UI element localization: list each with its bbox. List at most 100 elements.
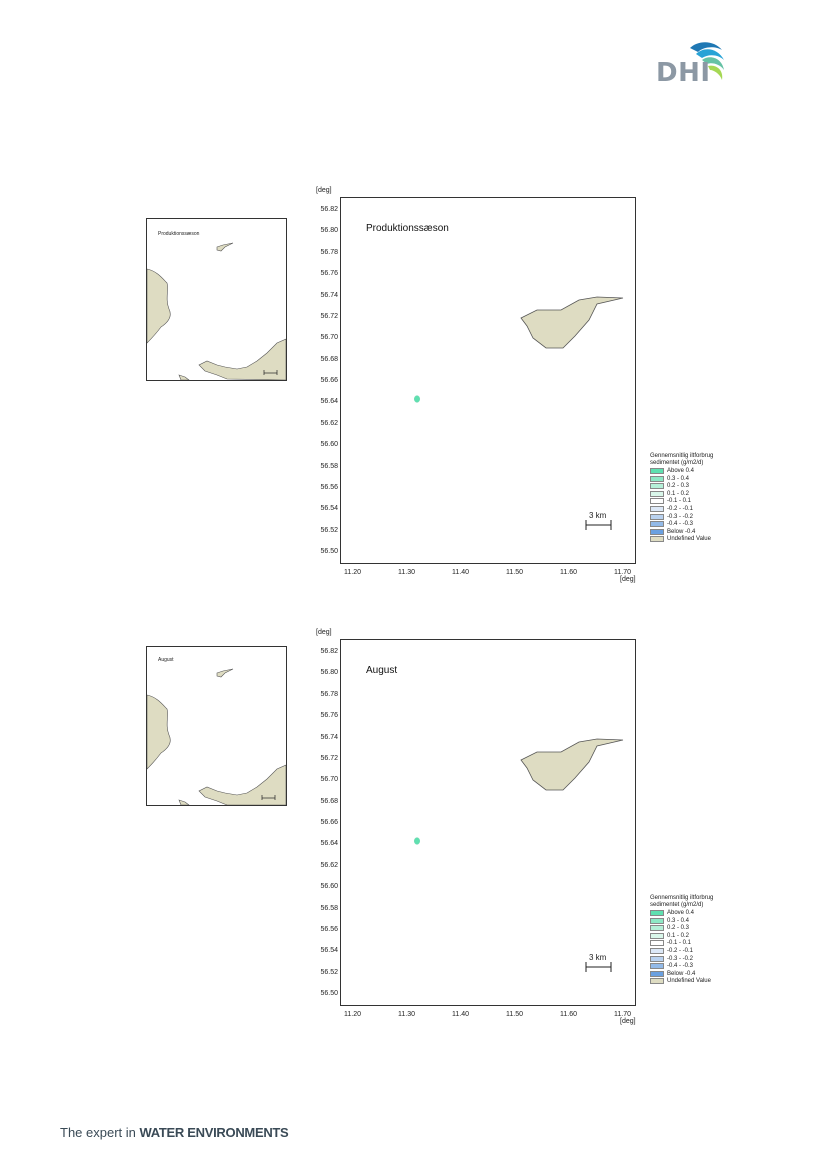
scale-bar-label: 3 km — [589, 953, 607, 962]
x-axis-unit: [deg] — [620, 1018, 636, 1025]
inset-coastline — [147, 668, 286, 805]
legend-label: -0.4 - -0.3 — [667, 963, 694, 970]
y-tick-label: 56.76 — [320, 712, 338, 720]
y-tick-label: 56.66 — [320, 819, 338, 826]
x-axis-ticks: 11.20 11.30 11.40 11.50 11.60 11.70 — [340, 1011, 636, 1021]
legend-swatch — [650, 910, 664, 916]
footer-tagline: The expert in WATER ENVIRONMENTS — [60, 1125, 289, 1140]
legend-swatch — [650, 925, 664, 932]
legend-label: -0.1 - 0.1 — [667, 940, 692, 947]
y-tick-label: 56.50 — [320, 548, 338, 555]
legend-label: Below -0.4 — [667, 528, 696, 535]
y-axis-ticks: 56.82 56.80 56.78 56.76 56.74 56.72 56.70 56.68… — [312, 206, 338, 556]
legend-swatch — [650, 468, 664, 474]
map-title: August — [366, 665, 398, 676]
logo-text: DHI — [656, 58, 711, 88]
y-tick-label: 56.72 — [320, 312, 338, 320]
x-axis-unit: [deg] — [620, 576, 636, 583]
y-tick-label: 56.56 — [320, 483, 338, 491]
inset-map-2: August — [146, 646, 287, 806]
inset-map-1: Produktionssæson — [146, 218, 287, 381]
y-tick-label: 56.72 — [320, 754, 338, 762]
y-tick-label: 56.70 — [320, 776, 338, 784]
legend-label: -0.4 - -0.3 — [667, 521, 694, 528]
legend-swatch — [650, 917, 664, 924]
legend-swatch — [650, 498, 664, 505]
x-tick-label: 11.70 — [614, 1011, 631, 1018]
y-tick-label: 56.68 — [320, 797, 338, 805]
legend-2: Gennemsnitlig iltforbrug sedimentet (g/m… — [650, 895, 760, 995]
y-tick-label: 56.66 — [320, 377, 338, 384]
y-tick-label: 56.64 — [320, 840, 338, 848]
legend-label: Undefined Value — [667, 978, 711, 985]
y-tick-label: 56.62 — [320, 419, 338, 427]
inset-coastline — [147, 242, 286, 380]
map-title: Produktionssæson — [366, 223, 449, 234]
legend-label: Undefined Value — [667, 536, 711, 543]
x-tick-label: 11.20 — [344, 1011, 361, 1018]
legend-items: Above 0.4 0.3 - 0.4 0.2 - 0.3 0.1 - 0.2 -0.1… — [650, 468, 760, 548]
dhi-logo: DHI — [652, 38, 732, 88]
legend-swatch — [650, 932, 664, 939]
legend-swatch — [650, 513, 664, 520]
y-tick-label: 56.82 — [320, 648, 338, 655]
y-tick-label: 56.70 — [320, 334, 338, 342]
legend-swatch — [650, 940, 664, 947]
scale-bar-label: 3 km — [589, 511, 607, 520]
y-tick-label: 56.74 — [320, 733, 338, 741]
y-tick-label: 56.68 — [320, 355, 338, 363]
legend-swatch — [650, 970, 664, 977]
legend-label: 0.2 - 0.3 — [667, 483, 690, 490]
legend-label: -0.3 - -0.2 — [667, 955, 694, 962]
legend-swatch — [650, 483, 664, 490]
legend-swatch — [650, 948, 664, 954]
x-tick-label: 11.20 — [344, 569, 361, 576]
wave-icon — [690, 42, 724, 80]
legend-swatch — [650, 963, 664, 970]
map-panel-2: August [deg] 56.82 56.80 56.78 56.76 56.74 56… — [0, 622, 827, 1025]
y-tick-label: 56.78 — [320, 690, 338, 698]
legend-label: -0.2 - -0.1 — [667, 506, 694, 512]
x-tick-label: 11.50 — [506, 569, 523, 576]
x-tick-label: 11.40 — [452, 569, 469, 576]
x-tick-label: 11.70 — [614, 569, 631, 576]
y-tick-label: 56.50 — [320, 990, 338, 997]
x-axis-ticks: 11.20 11.30 11.40 11.50 11.60 11.70 — [340, 569, 636, 579]
y-tick-label: 56.64 — [320, 398, 338, 406]
inset-label: Produktionssæson — [158, 231, 200, 237]
oxygen-consumption-marker — [413, 837, 421, 845]
y-tick-label: 56.80 — [320, 669, 338, 677]
y-tick-label: 56.58 — [320, 462, 338, 470]
legend-label: -0.2 - -0.1 — [667, 948, 694, 954]
legend-swatch — [650, 978, 664, 985]
legend-swatch — [650, 506, 664, 512]
x-tick-label: 11.50 — [506, 1011, 523, 1018]
y-axis-ticks: 56.82 56.80 56.78 56.76 56.74 56.72 56.70 56.68… — [312, 648, 338, 998]
legend-label: 0.3 - 0.4 — [667, 917, 690, 924]
legend-label: Above 0.4 — [667, 910, 695, 916]
oxygen-consumption-marker — [413, 395, 421, 403]
y-tick-label: 56.80 — [320, 227, 338, 235]
y-tick-label: 56.54 — [320, 505, 338, 513]
legend-title: Gennemsnitlig iltforbrug sedimentet (g/m… — [650, 895, 714, 908]
legend-swatch — [650, 536, 664, 543]
y-axis-unit: [deg] — [316, 629, 332, 636]
x-tick-label: 11.60 — [560, 1011, 577, 1018]
x-tick-label: 11.30 — [398, 1011, 415, 1018]
legend-label: 0.3 - 0.4 — [667, 475, 690, 482]
main-map-land — [413, 738, 624, 972]
y-tick-label: 56.74 — [320, 291, 338, 299]
tagline-bold: WATER ENVIRONMENTS — [139, 1125, 289, 1140]
main-map-2: August 3 km — [340, 639, 636, 1006]
legend-swatch — [650, 521, 664, 528]
legend-label: 0.1 - 0.2 — [667, 490, 690, 497]
legend-swatch — [650, 528, 664, 535]
map-panel-1: Produktionssæson [deg] 56.82 56.80 56.78 56… — [0, 180, 827, 583]
legend-label: -0.1 - 0.1 — [667, 498, 692, 505]
y-tick-label: 56.52 — [320, 968, 338, 976]
y-tick-label: 56.54 — [320, 947, 338, 955]
legend-title: Gennemsnitlig iltforbrug sedimentet (g/m… — [650, 453, 714, 466]
legend-label: 0.2 - 0.3 — [667, 925, 690, 932]
y-tick-label: 56.78 — [320, 248, 338, 256]
legend-label: 0.1 - 0.2 — [667, 932, 690, 939]
